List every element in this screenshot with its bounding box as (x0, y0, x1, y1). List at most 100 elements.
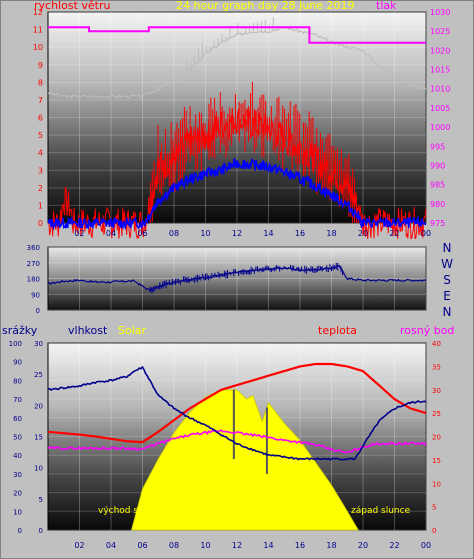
humidity-y-tick: 0 (39, 527, 43, 535)
direction-y-tick: 360 (27, 244, 40, 252)
wind-y-tick: 11 (33, 26, 43, 35)
pressure-y-tick: 1020 (430, 46, 450, 55)
temperature-y-tick: 30 (432, 387, 441, 395)
rain-y-tick: 100 (9, 340, 22, 348)
wind-y-tick: 3 (38, 166, 43, 175)
x-tick-label-climate: 16 (295, 541, 305, 550)
humidity-y-tick: 25 (34, 371, 43, 379)
humidity-y-tick: 10 (34, 465, 43, 473)
compass-n-top: N (443, 241, 452, 255)
direction-y-tick: 180 (27, 276, 40, 284)
rain-y-tick: 70 (13, 396, 22, 404)
graph-title: 24 hour graph day 28 June 2019 (176, 0, 355, 12)
wind-y-tick: 9 (38, 61, 43, 70)
wind-y-tick: 4 (38, 149, 43, 158)
x-tick-label-wind: 02 (74, 229, 84, 238)
temperature-y-tick: 40 (432, 340, 441, 348)
x-tick-label-climate: 22 (389, 541, 399, 550)
x-tick-label-wind: 20 (358, 229, 368, 238)
wind-speed-title: rychlost větru (34, 0, 110, 12)
temperature-y-tick: 5 (432, 504, 436, 512)
x-tick-label-wind: 06 (137, 229, 147, 238)
pressure-y-tick: 1005 (430, 104, 450, 113)
x-tick-label-wind: 12 (232, 229, 242, 238)
humidity-y-tick: 5 (39, 496, 43, 504)
rain-y-tick: 80 (13, 377, 22, 385)
dewpoint-label: rosný bod (400, 324, 454, 337)
x-tick-label-wind: 08 (169, 229, 179, 238)
wind-y-tick: 6 (38, 114, 43, 123)
x-tick-label-wind: 14 (263, 229, 273, 238)
direction-panel-grid (48, 246, 427, 311)
humidity-y-tick: 30 (34, 340, 43, 348)
x-tick-label-wind: 16 (295, 229, 305, 238)
pressure-y-tick: 980 (430, 200, 445, 209)
temperature-y-tick: 35 (432, 363, 441, 371)
wind-y-tick: 2 (38, 184, 43, 193)
humidity-label: vlhkost (68, 324, 108, 337)
rain-y-tick: 40 (13, 452, 22, 460)
solar-area (130, 389, 359, 531)
pressure-title: tlak (376, 0, 397, 12)
compass-e: E (443, 289, 451, 303)
wind-y-tick: 7 (38, 96, 43, 105)
wind-panel-series (47, 17, 427, 240)
humidity-y-tick: 15 (34, 434, 43, 442)
wind-y-tick: 10 (33, 43, 43, 52)
x-tick-label-wind: 22 (389, 229, 399, 238)
temperature-y-tick: 10 (432, 480, 441, 488)
sunrise-label: východ slunce (98, 506, 163, 516)
wind-y-tick: 1 (38, 201, 43, 210)
x-tick-label-wind: 10 (200, 229, 210, 238)
temperature-y-tick: 15 (432, 457, 441, 465)
temperature-label: teplota (318, 324, 357, 337)
rain-y-tick: 10 (13, 508, 22, 516)
direction-y-tick: 90 (31, 291, 40, 299)
rain-y-tick: 0 (18, 527, 22, 535)
pressure-series-line (48, 26, 426, 44)
x-tick-label-climate: 12 (232, 541, 242, 550)
rain-y-tick: 90 (13, 359, 22, 367)
wind-y-tick: 12 (33, 8, 43, 17)
x-tick-label-climate: 20 (358, 541, 368, 550)
x-tick-label-climate: 18 (326, 541, 336, 550)
pressure-y-tick: 1030 (430, 8, 450, 17)
rain-y-tick: 60 (13, 415, 22, 423)
wind-y-tick: 5 (38, 131, 43, 140)
x-tick-label-climate: 06 (137, 541, 147, 550)
axis-labels: 0202040406060808101012121414161618182020… (9, 8, 451, 550)
temperature-series-line (47, 362, 427, 444)
wind-y-tick: 8 (38, 78, 43, 87)
x-tick-label-climate: 10 (200, 541, 210, 550)
temperature-y-tick: 0 (432, 527, 436, 535)
direction-y-tick: 0 (36, 307, 40, 315)
compass-w: W (441, 257, 453, 271)
pressure-y-tick: 975 (430, 219, 445, 228)
pressure-y-tick: 1015 (430, 66, 450, 75)
x-tick-label-climate: 14 (263, 541, 273, 550)
rain-y-tick: 20 (13, 490, 22, 498)
humidity-y-tick: 20 (34, 402, 43, 410)
wind-y-tick: 0 (38, 219, 43, 228)
direction-panel-series (47, 262, 427, 294)
x-tick-label-wind: 18 (326, 229, 336, 238)
pressure-y-tick: 1025 (430, 27, 450, 36)
rain-label: srážky (2, 324, 38, 337)
x-tick-label-climate: 00 (421, 541, 431, 550)
solar-label: Solar (118, 324, 147, 337)
x-tick-label-wind: 00 (421, 229, 431, 238)
x-tick-label-climate: 04 (106, 541, 116, 550)
humidity-series-line (47, 365, 427, 461)
direction-panel-bg (47, 246, 427, 311)
x-tick-label-climate: 02 (74, 541, 84, 550)
pressure-y-tick: 995 (430, 142, 445, 151)
temperature-y-tick: 20 (432, 434, 441, 442)
wind-series-line (47, 157, 427, 231)
gray-series-line (47, 25, 427, 99)
compass-n-bottom: N (443, 305, 452, 319)
sunset-label: západ slunce (351, 506, 411, 516)
rain-y-tick: 30 (13, 471, 22, 479)
x-tick-label-wind: 04 (106, 229, 116, 238)
